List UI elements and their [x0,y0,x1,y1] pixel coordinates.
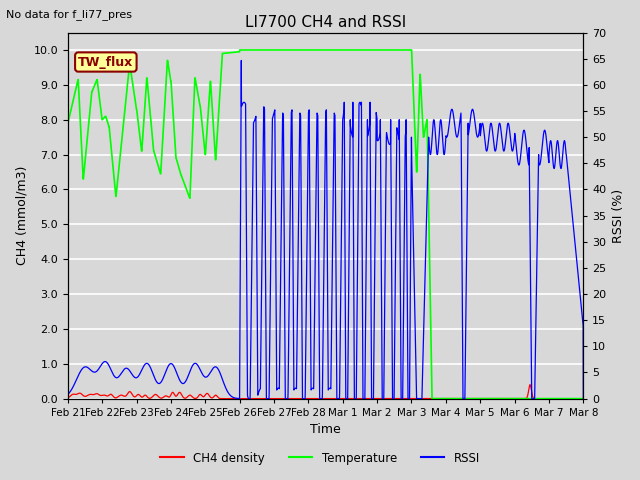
X-axis label: Time: Time [310,423,341,436]
Text: No data for f_li77_pres: No data for f_li77_pres [6,9,132,20]
Y-axis label: CH4 (mmol/m3): CH4 (mmol/m3) [15,166,28,265]
Title: LI7700 CH4 and RSSI: LI7700 CH4 and RSSI [245,15,406,30]
Y-axis label: RSSI (%): RSSI (%) [612,189,625,243]
Text: TW_flux: TW_flux [78,56,134,69]
Legend: CH4 density, Temperature, RSSI: CH4 density, Temperature, RSSI [156,447,484,469]
